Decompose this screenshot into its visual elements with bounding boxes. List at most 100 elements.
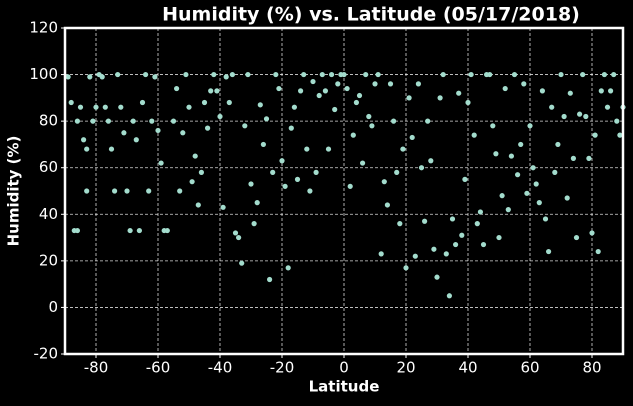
point xyxy=(124,188,130,194)
point xyxy=(360,160,366,166)
x-tick-label: -20 xyxy=(270,359,295,377)
point xyxy=(555,141,561,148)
point xyxy=(74,118,80,124)
point xyxy=(217,113,223,120)
point xyxy=(549,104,555,110)
point xyxy=(198,169,204,175)
point xyxy=(211,71,217,78)
point xyxy=(539,88,546,94)
point xyxy=(518,141,524,148)
point xyxy=(465,99,471,106)
point xyxy=(589,230,595,236)
point xyxy=(474,221,480,227)
y-tick-label: 0 xyxy=(48,298,58,316)
y-tick-label: 60 xyxy=(39,158,58,176)
point xyxy=(84,188,90,194)
point xyxy=(108,146,115,152)
y-tick-label: 120 xyxy=(29,19,58,37)
point xyxy=(614,118,620,124)
point xyxy=(586,155,592,161)
point xyxy=(617,132,623,138)
x-tick-label: 20 xyxy=(396,359,415,377)
point xyxy=(143,71,149,78)
point xyxy=(391,118,397,124)
point xyxy=(499,193,505,199)
point xyxy=(515,172,521,178)
point xyxy=(471,132,477,138)
point xyxy=(319,71,325,78)
point xyxy=(310,78,316,85)
point xyxy=(105,118,111,124)
point xyxy=(99,74,105,80)
point xyxy=(118,104,124,110)
point xyxy=(329,71,335,78)
point xyxy=(282,183,288,189)
point xyxy=(440,71,446,78)
point xyxy=(201,99,208,106)
point xyxy=(524,190,530,196)
point xyxy=(577,111,583,117)
point xyxy=(341,71,347,78)
y-tick-label: 100 xyxy=(29,65,58,83)
point xyxy=(220,204,226,210)
point xyxy=(347,183,353,189)
point xyxy=(294,176,301,182)
point xyxy=(598,88,604,94)
point xyxy=(270,169,276,175)
point xyxy=(226,99,232,106)
point xyxy=(232,230,239,236)
point xyxy=(152,74,158,80)
point xyxy=(279,158,285,164)
point xyxy=(260,141,266,148)
point xyxy=(248,181,254,187)
point xyxy=(604,104,611,110)
point xyxy=(608,88,614,94)
point xyxy=(223,74,229,80)
point xyxy=(273,71,279,78)
point xyxy=(428,158,434,164)
point xyxy=(453,241,459,248)
point xyxy=(536,200,542,206)
point xyxy=(285,265,291,271)
point xyxy=(508,153,514,159)
point xyxy=(493,151,499,157)
point xyxy=(307,188,313,194)
chart-title: Humidity (%) vs. Latitude (05/17/2018) xyxy=(162,4,580,26)
point xyxy=(456,90,462,96)
point xyxy=(102,104,108,110)
point xyxy=(583,113,589,120)
point xyxy=(276,85,282,92)
point xyxy=(511,71,518,78)
points xyxy=(65,71,626,299)
point xyxy=(149,118,155,124)
point xyxy=(251,221,257,227)
point xyxy=(84,146,90,152)
point xyxy=(195,202,201,208)
point xyxy=(158,160,164,166)
point xyxy=(164,227,170,234)
point xyxy=(205,125,211,131)
point xyxy=(431,246,437,252)
point xyxy=(496,234,502,241)
point xyxy=(561,113,567,120)
point xyxy=(133,137,139,143)
point xyxy=(87,74,93,80)
point xyxy=(412,253,418,259)
point xyxy=(344,85,350,92)
point xyxy=(480,241,487,248)
point xyxy=(245,71,251,78)
point xyxy=(183,71,189,78)
point xyxy=(505,207,511,213)
point xyxy=(580,71,586,78)
point xyxy=(400,146,406,152)
point xyxy=(434,274,440,280)
point xyxy=(477,209,483,215)
x-tick-label: -60 xyxy=(146,359,171,377)
point xyxy=(356,92,363,99)
point xyxy=(552,169,558,175)
point xyxy=(189,179,195,185)
x-tick-label: 40 xyxy=(458,359,477,377)
point xyxy=(170,118,177,124)
point xyxy=(313,169,319,175)
